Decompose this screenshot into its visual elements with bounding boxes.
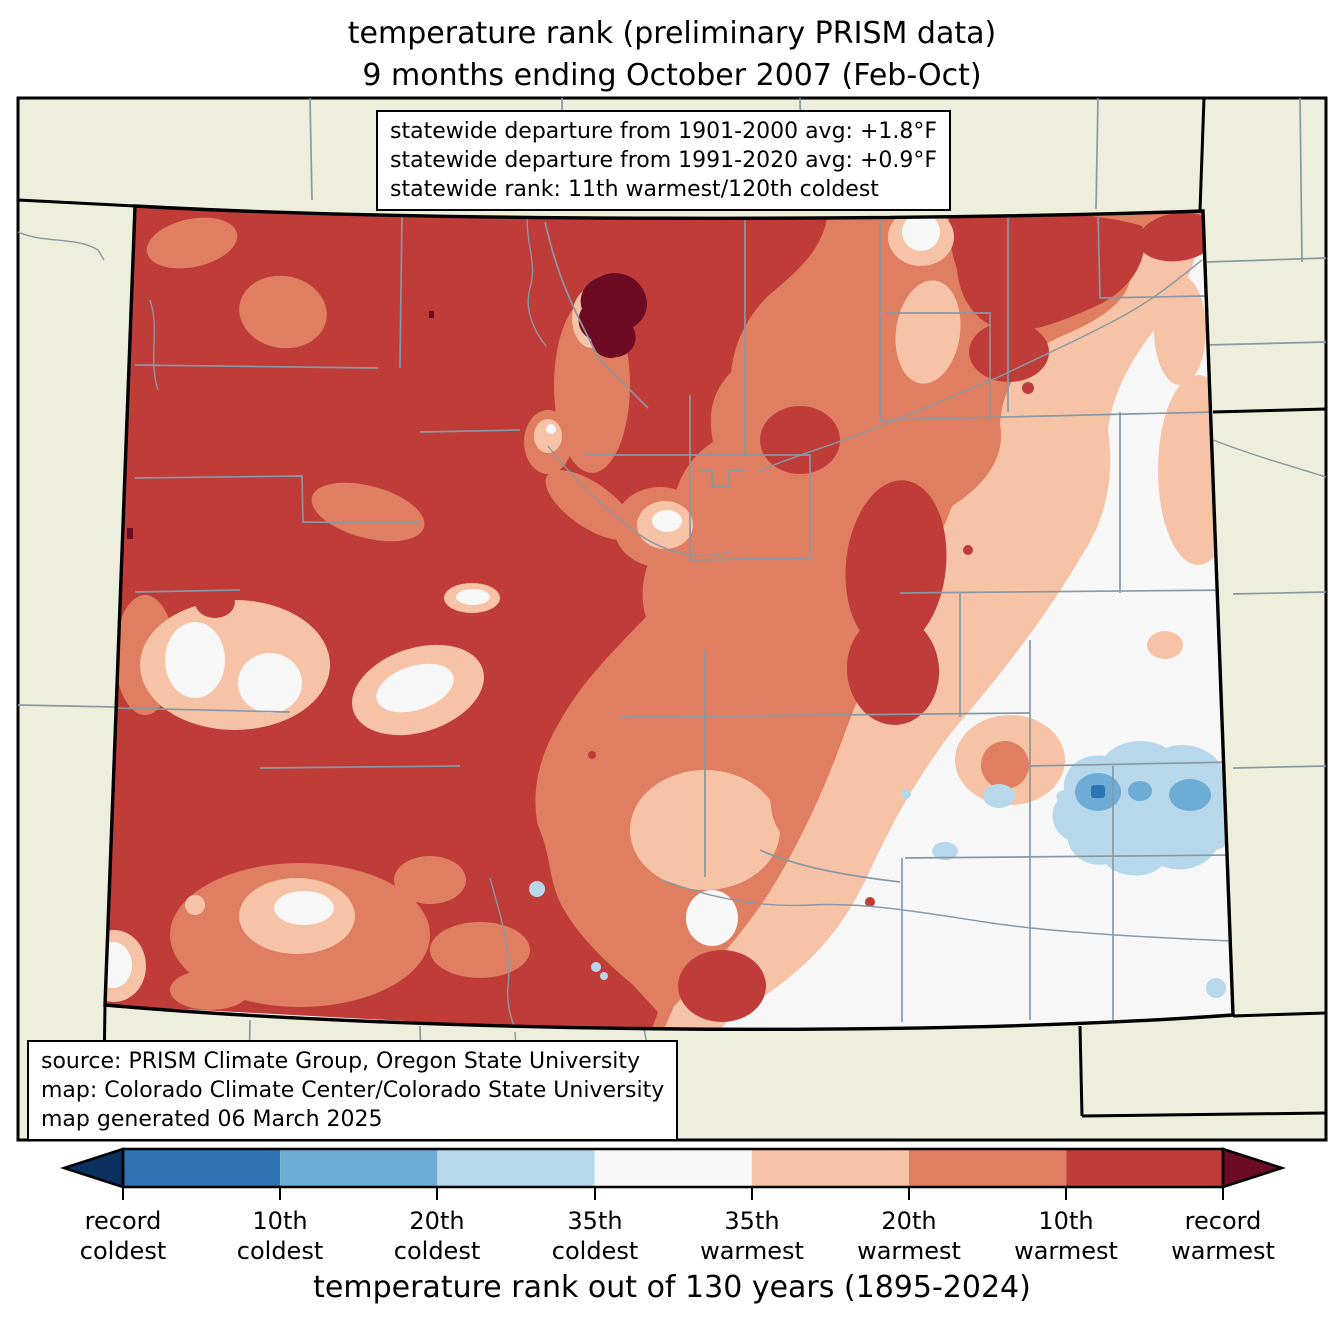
colorbar-label-35th-warmest: 35th warmest	[700, 1207, 804, 1265]
colorbar-label-record-warmest: record warmest	[1171, 1207, 1275, 1265]
rank-fill-layers	[105, 206, 1233, 1030]
source-box: source: PRISM Climate Group, Oregon Stat…	[27, 1040, 679, 1141]
source-line: source: PRISM Climate Group, Oregon Stat…	[41, 1049, 641, 1074]
page-title-line1: temperature rank (preliminary PRISM data…	[347, 16, 997, 51]
stats-departure-1901-2000: statewide departure from 1901-2000 avg: …	[390, 119, 938, 144]
colorbar-label-10th-coldest: 10th coldest	[236, 1207, 324, 1265]
rivers-inside	[149, 211, 1233, 1030]
colorbar-label-35th-coldest: 35th coldest	[551, 1207, 639, 1265]
map-credit-line: map: Colorado Climate Center/Colorado St…	[41, 1078, 665, 1103]
stats-rank: statewide rank: 11th warmest/120th colde…	[390, 177, 879, 202]
stats-departure-1991-2020: statewide departure from 1991-2020 avg: …	[390, 148, 938, 173]
colorbar-record-coldest-arrow	[59, 1147, 125, 1189]
colorado-county-lines	[114, 211, 1233, 1022]
colorbar-caption: temperature rank out of 130 years (1895-…	[313, 1270, 1031, 1305]
colorbar	[59, 1147, 1287, 1200]
southeast-cold-blobs	[529, 741, 1233, 998]
record-warmest-spot	[578, 273, 648, 358]
colorbar-label-record-coldest: record coldest	[79, 1207, 167, 1265]
colorbar-label-10th-warmest: 10th warmest	[1014, 1207, 1118, 1265]
page-title-line2: 9 months ending October 2007 (Feb-Oct)	[362, 58, 982, 93]
colorbar-ticks	[122, 1187, 1224, 1200]
colorbar-record-warmest-arrow	[1221, 1147, 1287, 1189]
generated-date-line: map generated 06 March 2025	[41, 1107, 383, 1132]
statewide-stats-box: statewide departure from 1901-2000 avg: …	[376, 110, 952, 211]
eastern-red-blobs	[588, 211, 1218, 1022]
colorbar-label-20th-coldest: 20th coldest	[393, 1207, 481, 1265]
colorbar-label-20th-warmest: 20th warmest	[857, 1207, 961, 1265]
colorado-state-border	[103, 204, 1235, 1032]
